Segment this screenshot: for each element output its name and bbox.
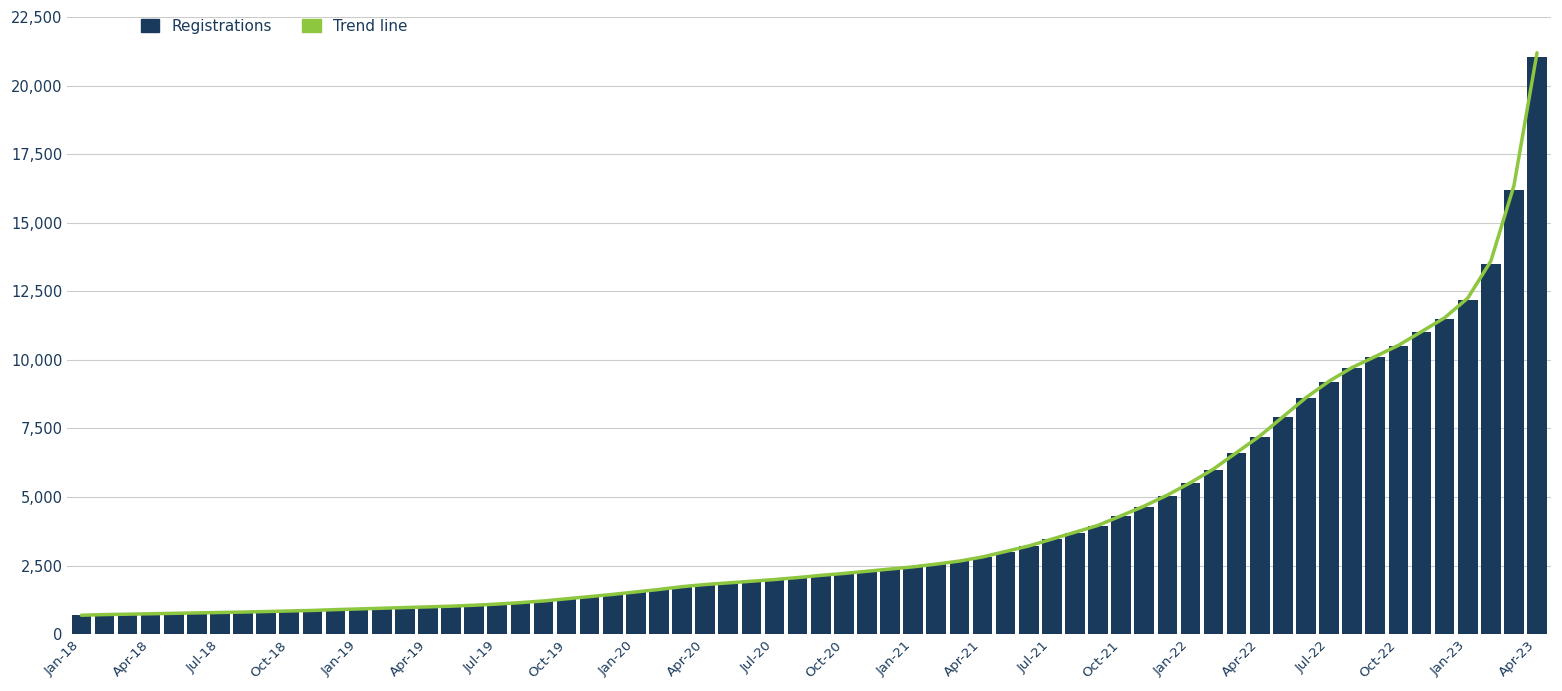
Bar	[695, 585, 715, 634]
Bar	[487, 604, 508, 634]
Bar	[1481, 264, 1501, 634]
Bar	[303, 611, 322, 634]
Bar	[464, 605, 484, 634]
Bar	[1111, 516, 1131, 634]
Bar	[650, 589, 669, 634]
Legend: Registrations, Trend line: Registrations, Trend line	[134, 12, 414, 39]
Bar	[372, 608, 392, 634]
Bar	[440, 606, 461, 634]
Bar	[280, 611, 298, 634]
Bar	[187, 613, 206, 634]
Bar	[511, 603, 530, 634]
Bar	[1134, 507, 1154, 634]
Bar	[1342, 368, 1362, 634]
Bar	[1065, 533, 1084, 634]
Bar	[926, 565, 947, 634]
Bar	[973, 558, 992, 634]
Bar	[580, 597, 600, 634]
Bar	[348, 609, 369, 634]
Bar	[95, 614, 114, 634]
Bar	[811, 576, 831, 634]
Bar	[626, 592, 645, 634]
Bar	[1204, 470, 1223, 634]
Bar	[211, 613, 230, 634]
Bar	[1181, 483, 1200, 634]
Bar	[233, 612, 253, 634]
Bar	[765, 580, 784, 634]
Bar	[1320, 382, 1339, 634]
Bar	[903, 567, 923, 634]
Bar	[1528, 57, 1546, 634]
Bar	[256, 612, 276, 634]
Bar	[950, 561, 968, 634]
Bar	[834, 574, 854, 634]
Bar	[164, 614, 184, 634]
Bar	[1273, 417, 1293, 634]
Bar	[141, 614, 161, 634]
Bar	[742, 581, 761, 634]
Bar	[1018, 547, 1039, 634]
Bar	[534, 601, 553, 634]
Bar	[1504, 190, 1525, 634]
Bar	[1296, 398, 1315, 634]
Bar	[603, 595, 623, 634]
Bar	[326, 609, 345, 634]
Bar	[117, 614, 137, 634]
Bar	[1089, 526, 1107, 634]
Bar	[556, 599, 576, 634]
Bar	[419, 607, 437, 634]
Bar	[395, 607, 414, 634]
Bar	[719, 583, 739, 634]
Bar	[72, 615, 91, 634]
Bar	[1435, 319, 1454, 634]
Bar	[672, 587, 692, 634]
Bar	[1457, 300, 1478, 634]
Bar	[787, 578, 808, 634]
Bar	[858, 571, 876, 634]
Bar	[995, 552, 1015, 634]
Bar	[1412, 332, 1431, 634]
Bar	[1157, 495, 1178, 634]
Bar	[1250, 437, 1270, 634]
Bar	[1042, 540, 1062, 634]
Bar	[881, 569, 900, 634]
Bar	[1365, 357, 1385, 634]
Bar	[1389, 346, 1409, 634]
Bar	[1226, 453, 1246, 634]
